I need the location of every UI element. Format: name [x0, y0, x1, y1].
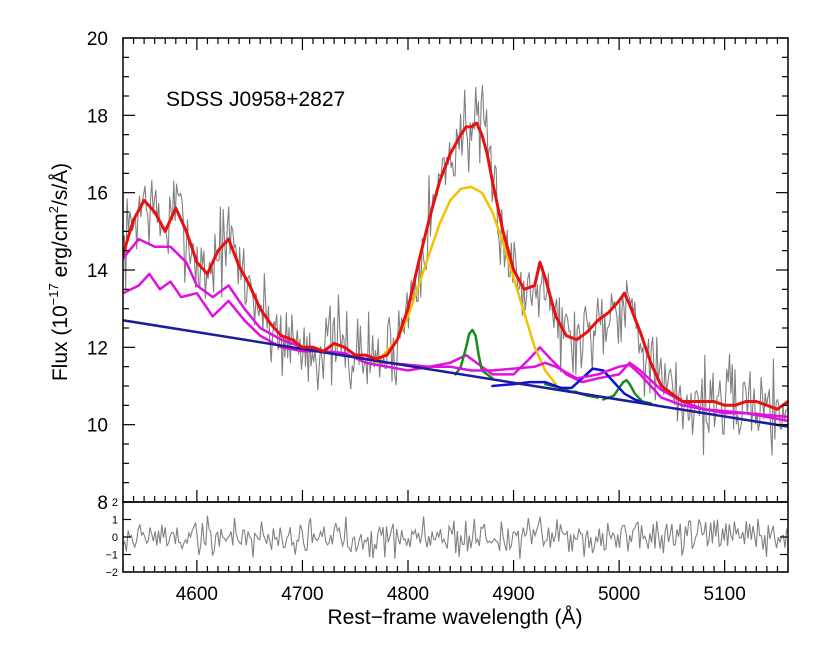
- residual-tick-label: −2: [105, 567, 118, 579]
- y-tick-label: 14: [87, 261, 109, 282]
- series-narrow-o-iii-5007: [602, 378, 653, 405]
- y-tick-label: 12: [87, 338, 108, 359]
- y-axis-title-exponent: −17: [46, 283, 61, 305]
- series--o-iii-wing-components: [491, 367, 658, 407]
- residual-tick-label: 2: [112, 497, 118, 509]
- x-tick-label: 5000: [598, 584, 640, 605]
- y-tick-label: 20: [87, 29, 108, 50]
- residual-plot-series: [123, 515, 788, 559]
- axis-ticks: 4600 4700 4800 4900 5000 51008101214161820210…: [87, 29, 789, 605]
- residual-tick-label: 1: [112, 515, 118, 527]
- y-axis-title-suffix: /s/Å): [49, 163, 72, 206]
- x-tick-label: 4600: [176, 584, 218, 605]
- series-fe-ii-continuum: [123, 237, 788, 419]
- series-total-model: [123, 121, 788, 411]
- series-power-law-continuum: [123, 319, 788, 428]
- y-axis-title-unit: erg/cm: [49, 213, 72, 283]
- object-annotation: SDSS J0958+2827: [166, 88, 345, 111]
- series-narrow-h: [454, 328, 494, 380]
- series-broad-h: [375, 185, 558, 386]
- series-residuals: [123, 515, 788, 559]
- y-tick-label: 18: [87, 106, 108, 127]
- y-axis-title: Flux (10−17 erg/cm2/s/Å): [46, 163, 72, 381]
- residual-tick-label: −1: [105, 550, 118, 562]
- y-axis-title-exponent-2: 2: [46, 206, 61, 213]
- x-tick-label: 4800: [387, 584, 429, 605]
- series-fe-ii-template-with-host: [123, 272, 788, 423]
- y-axis-title-prefix: Flux (10: [49, 305, 72, 381]
- series-observed-spectrum: [123, 85, 788, 456]
- residual-tick-label: 0: [112, 532, 118, 544]
- y-tick-label: 10: [87, 416, 108, 437]
- y-tick-label: 8: [97, 493, 108, 514]
- x-tick-label: 4700: [281, 584, 323, 605]
- x-axis-title: Rest−frame wavelength (Å): [327, 606, 582, 629]
- x-tick-label: 5100: [704, 584, 746, 605]
- x-tick-label: 4900: [492, 584, 534, 605]
- main-plot-series: [123, 85, 788, 456]
- y-tick-label: 16: [87, 184, 108, 205]
